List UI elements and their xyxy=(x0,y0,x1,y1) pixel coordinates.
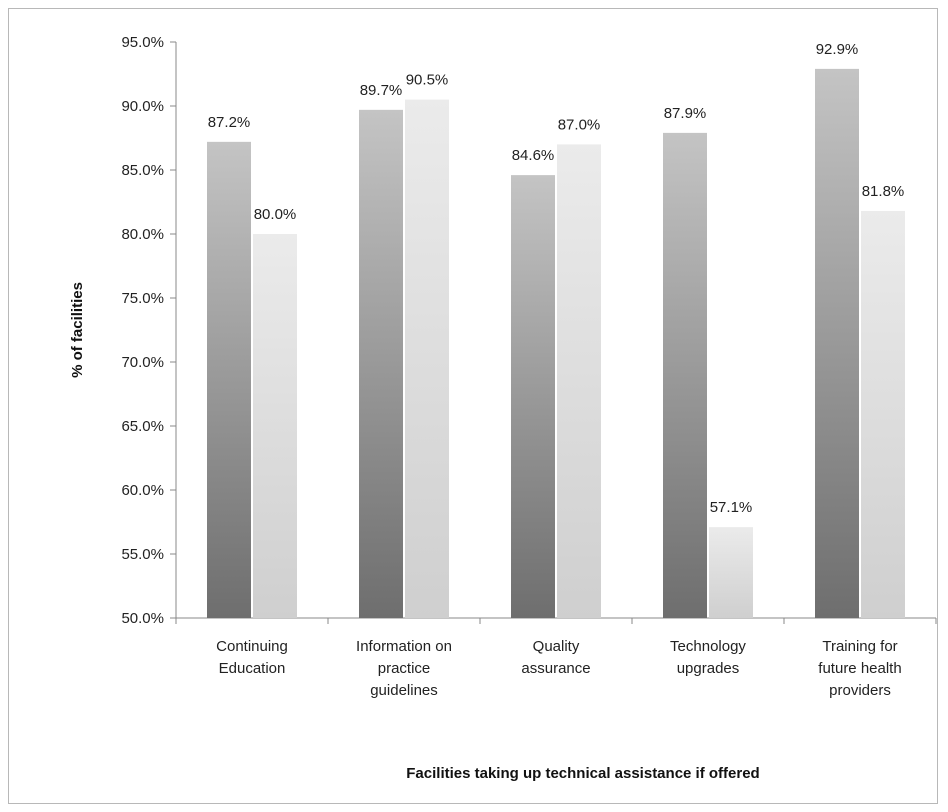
bar xyxy=(207,141,251,618)
y-axis-title: % of facilities xyxy=(69,282,86,378)
bar xyxy=(253,234,297,618)
y-tick-label: 70.0% xyxy=(121,354,164,371)
y-tick-label: 50.0% xyxy=(121,610,164,627)
bar xyxy=(815,68,859,618)
bar-value-label: 57.1% xyxy=(710,499,753,516)
bar xyxy=(405,99,449,619)
y-tick-label: 75.0% xyxy=(121,290,164,307)
x-category-label: Technology upgrades xyxy=(670,638,746,677)
bar-value-label: 90.5% xyxy=(406,72,449,89)
x-axis-title: Facilities taking up technical assistanc… xyxy=(406,765,759,782)
bar xyxy=(359,109,403,618)
bar-value-label: 84.6% xyxy=(512,147,555,164)
x-category-label: Training for future health providers xyxy=(818,638,901,699)
bar xyxy=(861,210,905,618)
y-tick-label: 65.0% xyxy=(121,418,164,435)
y-tick-label: 90.0% xyxy=(121,98,164,115)
bar xyxy=(557,144,601,618)
bar-value-label: 81.8% xyxy=(862,183,905,200)
bars xyxy=(207,68,905,619)
data-labels: 87.2% 89.7% 84.6% 87.9% 92.9% 80.0% 90.5% 87.0%… xyxy=(208,41,905,516)
bar xyxy=(663,132,707,618)
y-tick-label: 95.0% xyxy=(121,34,164,51)
x-category-label: Quality assurance xyxy=(521,638,590,677)
bar-value-label: 87.2% xyxy=(208,114,251,131)
bar-value-label: 80.0% xyxy=(254,206,297,223)
bar-value-label: 92.9% xyxy=(816,41,859,58)
y-tick-label: 85.0% xyxy=(121,162,164,179)
bar xyxy=(511,175,555,618)
bar-value-label: 89.7% xyxy=(360,82,403,99)
bar-value-label: 87.0% xyxy=(558,116,601,133)
chart-frame xyxy=(8,8,938,804)
x-axis: Continuing Education Information on practic… xyxy=(175,617,937,699)
x-category-label: Information on practice guidelines xyxy=(356,638,452,699)
y-tick-label: 60.0% xyxy=(121,482,164,499)
bar-value-label: 87.9% xyxy=(664,105,707,122)
y-tick-label: 55.0% xyxy=(121,546,164,563)
bar xyxy=(709,527,753,618)
x-category-label: Continuing Education xyxy=(216,638,288,677)
y-tick-label: 80.0% xyxy=(121,226,164,243)
y-axis: 50.0% 55.0% 60.0% 65.0% 70.0% 75.0% 80.0% 85.0%… xyxy=(121,34,177,627)
